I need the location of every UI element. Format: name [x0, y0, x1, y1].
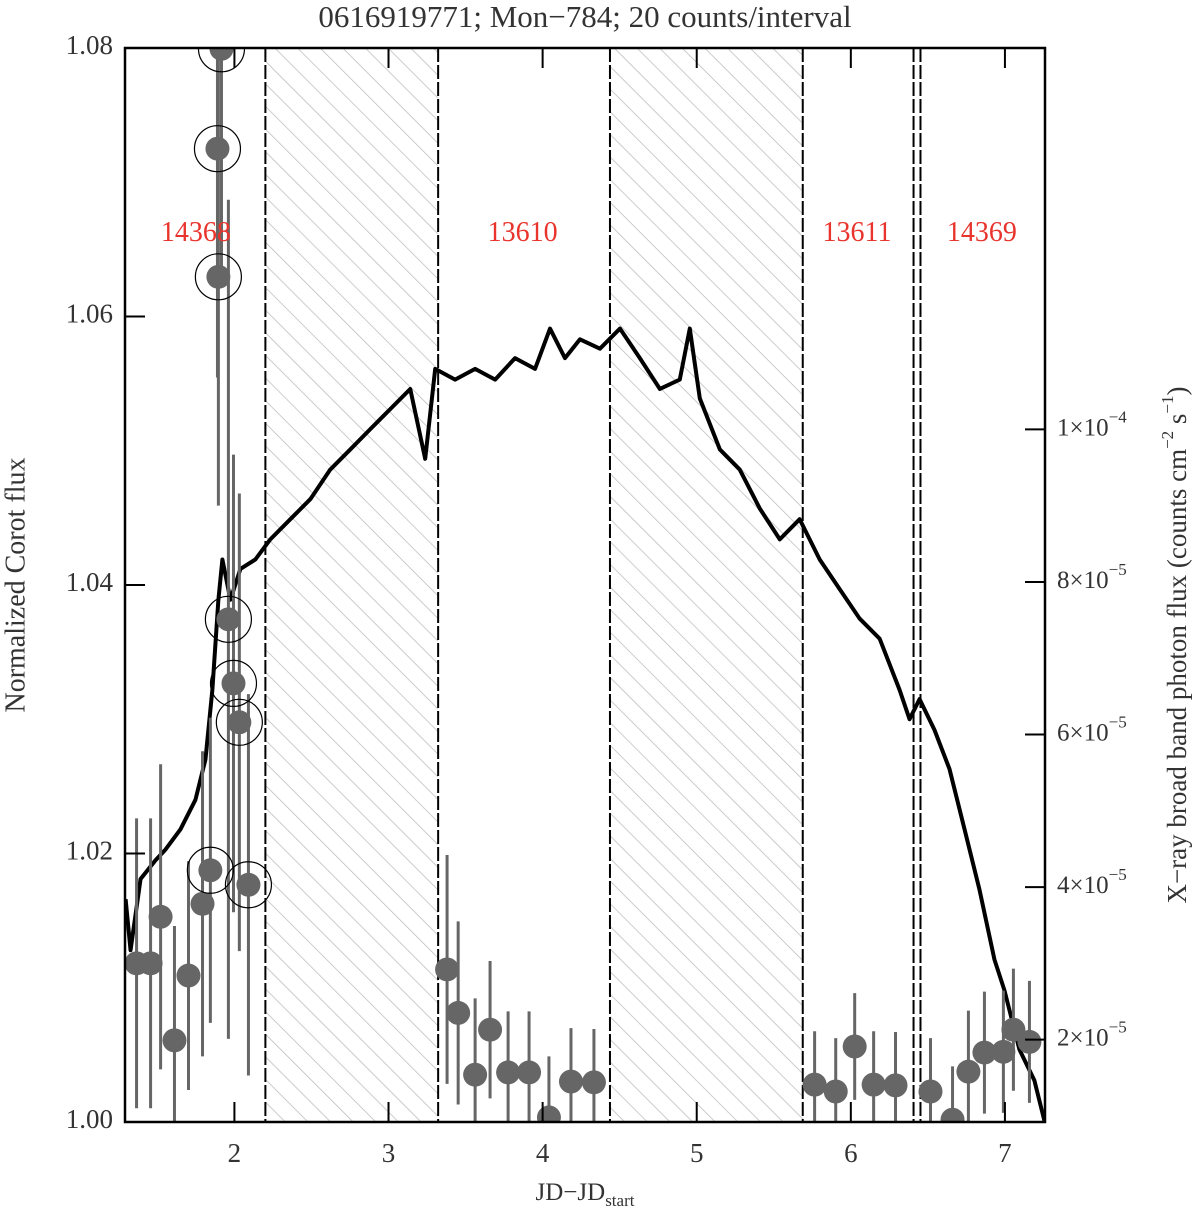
- y2-tick-label: 8×10−5: [1057, 560, 1127, 594]
- xray-point: [861, 1072, 886, 1097]
- xray-point: [463, 1062, 488, 1087]
- xray-point: [883, 1073, 908, 1098]
- xray-point: [517, 1060, 542, 1085]
- xray-point: [918, 1079, 943, 1104]
- y2-axis-label-part: s: [1162, 414, 1192, 431]
- x-tick-label: 6: [844, 1138, 858, 1168]
- x-axis-label: JD−JDstart: [536, 1179, 635, 1210]
- xray-point: [227, 710, 252, 735]
- xray-point: [496, 1060, 521, 1085]
- axes: 2 3 4 5 6 71.001.021.041.061.082×10−54×10−56×…: [66, 30, 1127, 1168]
- y2-tick-label: 2×10−5: [1057, 1018, 1127, 1052]
- highlight-ring: [186, 846, 234, 894]
- xray-point: [991, 1039, 1016, 1064]
- xray-point: [536, 1105, 561, 1122]
- x-tick-label: 7: [998, 1138, 1012, 1168]
- segment-label: 13611: [823, 217, 892, 248]
- plot-area: [125, 48, 1045, 1122]
- y2-tick-mantissa: 2×10: [1057, 1024, 1109, 1051]
- y2-axis-label-part: ): [1162, 386, 1192, 395]
- y2-tick-exponent: −5: [1109, 560, 1127, 579]
- xray-point: [972, 1040, 997, 1065]
- y-tick-label: 1.00: [66, 1104, 113, 1134]
- y2-tick-label: 1×10−4: [1057, 407, 1127, 441]
- xray-point: [190, 891, 215, 916]
- y2-tick-label: 4×10−5: [1057, 865, 1127, 899]
- y2-tick-mantissa: 6×10: [1057, 719, 1109, 746]
- xray-point: [823, 1079, 848, 1104]
- xray-point: [216, 607, 241, 632]
- y2-tick-exponent: −5: [1109, 712, 1127, 731]
- segment-label: 14368: [161, 217, 231, 248]
- x-tick-label: 3: [382, 1138, 396, 1168]
- hatched-region: [609, 48, 803, 1122]
- x-axis-label-main: JD−JD: [536, 1179, 606, 1206]
- y-tick-label: 1.04: [66, 567, 114, 597]
- highlight-ring: [193, 125, 242, 173]
- highlight-ring: [204, 595, 253, 643]
- hatched-region: [265, 48, 439, 1122]
- segment-label: 13610: [488, 217, 558, 248]
- xray-point: [1017, 1029, 1042, 1054]
- xray-point: [162, 1028, 187, 1053]
- y2-tick-mantissa: 8×10: [1057, 567, 1109, 594]
- xray-point: [198, 858, 223, 883]
- y2-tick-label: 6×10−5: [1057, 712, 1127, 746]
- x-tick-label: 2: [228, 1138, 242, 1168]
- xray-point: [478, 1017, 503, 1042]
- xray-point: [236, 872, 261, 897]
- y2-tick-mantissa: 4×10: [1057, 872, 1109, 899]
- x-tick-label: 5: [690, 1138, 704, 1168]
- xray-point: [209, 48, 234, 61]
- xray-point: [558, 1069, 583, 1094]
- segment-label: 14369: [947, 217, 1017, 248]
- xray-point: [176, 963, 201, 988]
- y-tick-label: 1.08: [66, 30, 113, 60]
- y-tick-label: 1.02: [66, 836, 113, 866]
- y2-tick-exponent: −5: [1109, 1018, 1127, 1037]
- y2-axis-label-exponent: −2: [1158, 431, 1177, 449]
- chart-title: 0616919771; Mon−784; 20 counts/interval: [318, 0, 851, 34]
- xray-point: [842, 1034, 867, 1059]
- xray-point: [581, 1070, 606, 1095]
- plot-frame: [123, 46, 1047, 1124]
- highlight-ring: [209, 659, 258, 707]
- xray-point: [138, 951, 163, 976]
- y2-axis-label-part: X−ray broad band photon flux (counts cm: [1162, 449, 1192, 904]
- light-curve: [125, 326, 1045, 1122]
- highlight-ring: [224, 861, 273, 909]
- xray-point: [206, 264, 231, 289]
- xray-point: [205, 136, 230, 161]
- y2-axis-label-exponent: −1: [1158, 395, 1177, 413]
- xray-point: [956, 1059, 981, 1084]
- y2-tick-exponent: −5: [1109, 865, 1127, 884]
- highlight-ring: [194, 253, 242, 301]
- y2-tick-exponent: −4: [1109, 407, 1128, 426]
- xray-point: [940, 1107, 965, 1122]
- highlight-ring: [215, 698, 263, 746]
- xray-point: [802, 1072, 827, 1097]
- x-axis-label-sub: start: [605, 1191, 635, 1210]
- xray-point: [435, 957, 460, 982]
- y2-tick-mantissa: 1×10: [1057, 414, 1109, 441]
- x-tick-label: 4: [536, 1138, 550, 1168]
- y2-axis-label: X−ray broad band photon flux (counts cm−…: [1158, 386, 1192, 903]
- xray-point: [221, 671, 246, 696]
- y-axis-label: Normalized Corot flux: [0, 457, 31, 712]
- xray-point: [148, 904, 173, 929]
- xray-point: [446, 1000, 471, 1025]
- y-tick-label: 1.06: [66, 299, 113, 329]
